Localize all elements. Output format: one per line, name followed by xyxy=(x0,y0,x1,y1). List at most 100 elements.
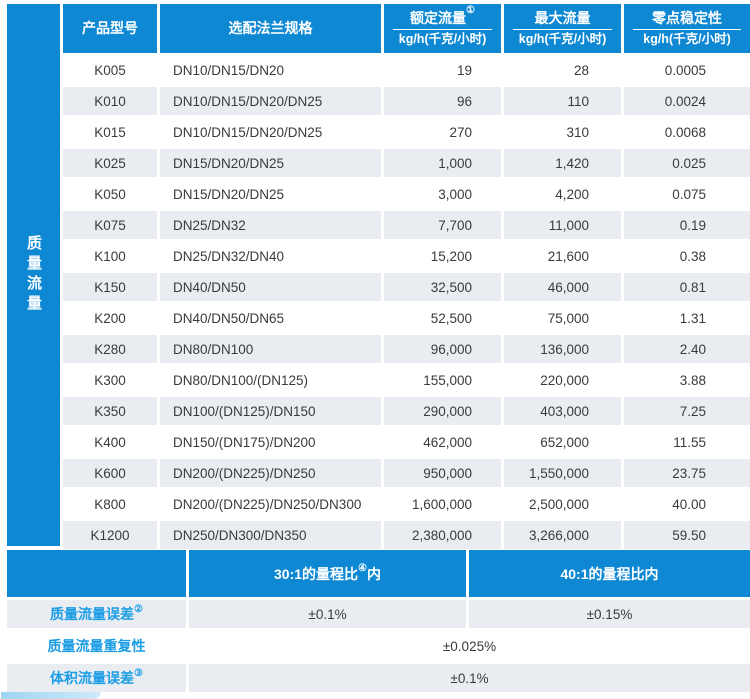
table-row: K1200 DN250/DN300/DN350 2,380,000 3,266,000… xyxy=(63,521,750,549)
flange-cell: DN250/DN300/DN350 xyxy=(160,521,381,549)
rated-flow-cell: 96,000 xyxy=(384,335,501,363)
flow-spec-table: 产品型号 选配法兰规格 额定流量 ① kg/h(千克/小时) 最大流量 kg/h(… xyxy=(63,4,750,552)
header-product-model: 产品型号 xyxy=(63,4,157,53)
zero-stability-cell: 0.075 xyxy=(672,186,706,202)
max-flow-cell: 310 xyxy=(566,124,589,140)
max-flow-cell: 46,000 xyxy=(504,273,621,301)
row-label: 质量流量重复性 xyxy=(47,638,146,654)
max-flow-cell: 28 xyxy=(573,62,589,78)
range-band-40to1: 40:1的量程比内 xyxy=(469,550,750,597)
mass-flow-repeatability-value: ±0.025% xyxy=(442,638,497,654)
flange-cell: DN200/(DN225)/DN250/DN300 xyxy=(173,496,362,512)
header-label: 选配法兰规格 xyxy=(228,20,313,37)
category-sidebar-mass-flow: 质量流量 xyxy=(7,4,60,546)
range-ratio-band: 30:1的量程比 ④ 内 40:1的量程比内 xyxy=(7,550,750,597)
max-flow-cell: 1,550,000 xyxy=(504,459,621,487)
rated-flow-cell: 2,380,000 xyxy=(384,521,501,549)
zero-stability-cell: 1.31 xyxy=(679,310,706,326)
row-label: 体积流量误差 xyxy=(50,670,135,686)
table-row: K300 DN80/DN100/(DN125) 155,000 220,000 3.88 xyxy=(63,366,750,394)
sidebar-label: 质量流量 xyxy=(25,235,42,315)
mass-flow-error-row: 质量流量误差 ② ±0.1% ±0.15% xyxy=(7,600,750,628)
max-flow-cell: 2,500,000 xyxy=(528,496,589,512)
volume-flow-error-label: 体积流量误差 ③ xyxy=(7,664,186,692)
footnote-4-icon: ④ xyxy=(358,563,367,574)
rated-flow-cell: 950,000 xyxy=(384,459,501,487)
header-rated-flow: 额定流量 ① kg/h(千克/小时) xyxy=(384,4,501,53)
table-row: K005 DN10/DN15/DN20 19 28 0.0005 xyxy=(63,56,750,84)
footnote-1-icon: ① xyxy=(466,5,475,17)
model-cell: K005 xyxy=(94,62,126,78)
model-cell: K050 xyxy=(94,186,126,202)
table-row: K400 DN150/(DN175)/DN200 462,000 652,000 11.… xyxy=(63,428,750,456)
zero-stability-cell: 0.38 xyxy=(679,248,706,264)
model-cell: K075 xyxy=(63,211,157,239)
table-row: K800 DN200/(DN225)/DN250/DN300 1,600,000 2,… xyxy=(63,490,750,518)
zero-stability-cell: 2.40 xyxy=(624,335,750,363)
range-label: 40:1的量程比内 xyxy=(560,565,659,582)
header-label: 额定流量 xyxy=(410,10,467,27)
model-cell: K100 xyxy=(94,248,126,264)
table-row: K100 DN25/DN32/DN40 15,200 21,600 0.38 xyxy=(63,242,750,270)
model-cell: K400 xyxy=(94,434,126,450)
table-row: K050 DN15/DN20/DN25 3,000 4,200 0.075 xyxy=(63,180,750,208)
rated-flow-cell: 32,500 xyxy=(384,273,501,301)
range-band-30to1: 30:1的量程比 ④ 内 xyxy=(189,550,466,597)
zero-stability-cell: 23.75 xyxy=(624,459,750,487)
flange-cell: DN25/DN32/DN40 xyxy=(173,248,285,264)
table-row: K200 DN40/DN50/DN65 52,500 75,000 1.31 xyxy=(63,304,750,332)
mass-flow-error-30to1-value: ±0.1% xyxy=(189,600,466,628)
range-label: 30:1的量程比 xyxy=(274,565,359,582)
mass-flow-repeatability-label: 质量流量重复性 xyxy=(7,632,186,660)
rated-flow-cell: 52,500 xyxy=(430,310,472,326)
rated-flow-cell: 3,000 xyxy=(438,186,472,202)
table-row: K025 DN15/DN20/DN25 1,000 1,420 0.025 xyxy=(63,149,750,177)
header-label: 零点稳定性 xyxy=(652,10,722,27)
rated-flow-cell: 155,000 xyxy=(423,372,472,388)
zero-stability-cell: 0.0005 xyxy=(664,62,706,78)
header-unit: kg/h(千克/小时) xyxy=(398,32,487,47)
model-cell: K025 xyxy=(63,149,157,177)
zero-stability-cell: 11.55 xyxy=(673,434,706,450)
rated-flow-cell: 19 xyxy=(456,62,472,78)
header-label: 最大流量 xyxy=(534,10,591,27)
table-row: K010 DN10/DN15/DN20/DN25 96 110 0.0024 xyxy=(63,87,750,115)
range-label-tail: 内 xyxy=(367,565,381,582)
next-section-tab-decoration xyxy=(1,692,101,699)
max-flow-cell: 4,200 xyxy=(555,186,589,202)
max-flow-cell: 11,000 xyxy=(504,211,621,239)
mass-flow-error-40to1-value: ±0.15% xyxy=(469,600,750,628)
table-row: K075 DN25/DN32 7,700 11,000 0.19 xyxy=(63,211,750,239)
zero-stability-cell: 40.00 xyxy=(672,496,706,512)
model-cell: K280 xyxy=(63,335,157,363)
rated-flow-cell: 7,700 xyxy=(384,211,501,239)
max-flow-cell: 21,600 xyxy=(547,248,589,264)
header-divider-line xyxy=(393,29,492,31)
header-max-flow: 最大流量 kg/h(千克/小时) xyxy=(504,4,621,53)
flange-cell: DN200/(DN225)/DN250 xyxy=(160,459,381,487)
table-row: K150 DN40/DN50 32,500 46,000 0.81 xyxy=(63,273,750,301)
flange-cell: DN10/DN15/DN20/DN25 xyxy=(160,87,381,115)
header-divider-line xyxy=(513,29,612,31)
rated-flow-cell: 1,000 xyxy=(384,149,501,177)
footnote-3-icon: ③ xyxy=(134,667,143,679)
rated-flow-cell: 96 xyxy=(384,87,501,115)
header-unit: kg/h(千克/小时) xyxy=(643,32,731,47)
zero-stability-cell: 3.88 xyxy=(679,372,706,388)
model-cell: K300 xyxy=(94,372,126,388)
flange-cell: DN10/DN15/DN20 xyxy=(173,62,285,78)
header-zero-stability: 零点稳定性 kg/h(千克/小时) xyxy=(624,4,750,53)
flange-cell: DN80/DN100 xyxy=(160,335,381,363)
model-cell: K150 xyxy=(63,273,157,301)
volume-flow-error-row: 体积流量误差 ③ ±0.1% xyxy=(7,664,750,692)
max-flow-cell: 403,000 xyxy=(504,397,621,425)
max-flow-cell: 652,000 xyxy=(540,434,589,450)
max-flow-cell: 220,000 xyxy=(540,372,589,388)
header-divider-line xyxy=(633,29,741,31)
model-cell: K010 xyxy=(63,87,157,115)
zero-stability-cell: 0.025 xyxy=(624,149,750,177)
rated-flow-cell: 290,000 xyxy=(384,397,501,425)
flange-cell: DN15/DN20/DN25 xyxy=(173,186,285,202)
mass-flow-error-label: 质量流量误差 ② xyxy=(7,600,186,628)
